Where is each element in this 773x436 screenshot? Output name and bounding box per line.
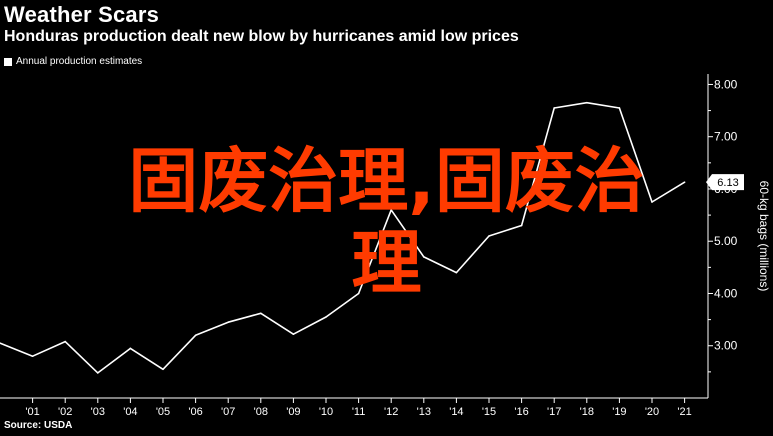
data-point <box>586 101 588 104</box>
x-tick-label: '05 <box>156 406 170 418</box>
x-tick-label: '14 <box>449 406 463 418</box>
x-tick-label: '17 <box>547 406 561 418</box>
data-point <box>423 256 425 258</box>
x-tick-label: '18 <box>580 406 594 418</box>
x-tick-label: '15 <box>482 406 496 418</box>
data-point <box>357 292 360 295</box>
chart-title: Weather Scars <box>4 2 160 27</box>
data-point <box>292 333 295 336</box>
data-point <box>520 224 523 227</box>
data-point <box>31 355 34 357</box>
y-tick-label: 4.00 <box>714 286 738 300</box>
legend-swatch <box>4 57 12 66</box>
y-axis-label: 60-kg bags (millions) <box>757 181 771 292</box>
x-tick-label: '12 <box>384 406 398 418</box>
x-tick-label: '13 <box>417 406 431 418</box>
data-point <box>260 312 262 315</box>
y-tick-label: 3.00 <box>714 339 738 353</box>
x-tick-label: '04 <box>123 406 137 418</box>
y-tick-label: 7.00 <box>714 130 738 144</box>
last-value-label: 6.13 <box>717 177 738 189</box>
data-point <box>683 181 686 183</box>
data-point <box>162 368 164 371</box>
data-point <box>651 201 653 203</box>
series-line <box>0 101 686 374</box>
x-tick-label: '01 <box>25 406 39 418</box>
x-tick-label: '07 <box>221 406 235 418</box>
x-tick-label: '09 <box>286 406 300 418</box>
x-tick-label: '03 <box>91 406 105 418</box>
x-tick-label: '16 <box>514 406 528 418</box>
x-tick-label: '02 <box>58 406 72 418</box>
data-point <box>618 107 621 109</box>
data-point <box>488 235 490 237</box>
data-point <box>390 209 393 211</box>
x-tick-label: '19 <box>612 406 626 418</box>
data-point <box>64 340 66 343</box>
data-point <box>97 372 99 374</box>
data-point <box>553 107 555 109</box>
y-tick-label: 5.00 <box>714 234 738 248</box>
x-tick-label: '06 <box>188 406 202 418</box>
data-point <box>227 321 229 324</box>
data-point <box>194 334 197 337</box>
source-note: Source: USDA <box>4 420 73 431</box>
x-tick-label: '11 <box>352 406 366 418</box>
chart-subtitle: Honduras production dealt new blow by hu… <box>4 28 519 45</box>
legend: Annual production estimates <box>4 56 142 67</box>
x-tick-label: '10 <box>319 406 333 418</box>
legend-label: Annual production estimates <box>16 56 143 67</box>
last-value-badge <box>706 174 744 191</box>
data-point <box>325 316 327 318</box>
data-point <box>455 271 458 274</box>
data-point <box>0 342 1 344</box>
x-tick-label: '08 <box>254 406 268 418</box>
y-tick-label: 8.00 <box>714 77 738 91</box>
data-point <box>129 347 132 350</box>
x-tick-label: '20 <box>645 406 659 418</box>
x-tick-label: '21 <box>677 406 691 418</box>
